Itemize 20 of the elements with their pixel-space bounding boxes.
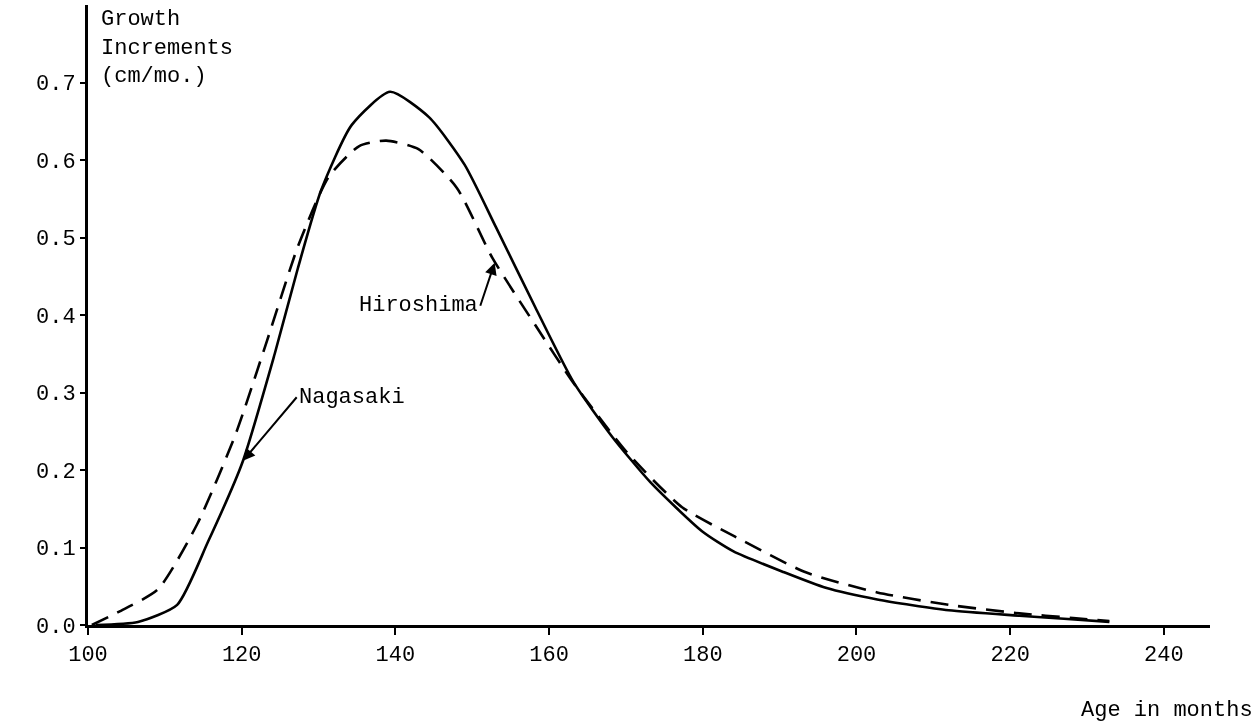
y-tick-label: 0.4: [35, 304, 76, 330]
x-axis-title: Age in months: [1081, 698, 1253, 723]
x-tick-label: 160: [529, 643, 569, 669]
x-tick-label: 220: [990, 643, 1030, 669]
x-tick-label: 100: [68, 643, 108, 669]
y-tick-label: 0.5: [35, 227, 76, 253]
y-tick-label: 0.7: [35, 72, 76, 98]
y-tick-label: 0.2: [35, 459, 76, 485]
x-tick-label: 120: [221, 643, 262, 669]
y-tick-label: 0.6: [35, 149, 76, 175]
x-tick-label: 200: [836, 643, 877, 669]
x-tick-label: 180: [682, 643, 723, 669]
y-tick-label: 0.0: [35, 614, 76, 640]
annotation: Hiroshima: [359, 293, 478, 318]
y-axis-title: Growth Increments (cm/mo.): [101, 7, 234, 90]
y-tick-label: 0.1: [35, 537, 76, 563]
x-tick-label: 140: [375, 643, 416, 669]
y-tick-label: 0.3: [35, 382, 76, 408]
annotation: Nagasaki: [299, 385, 405, 410]
x-tick-label: 240: [1144, 643, 1184, 669]
